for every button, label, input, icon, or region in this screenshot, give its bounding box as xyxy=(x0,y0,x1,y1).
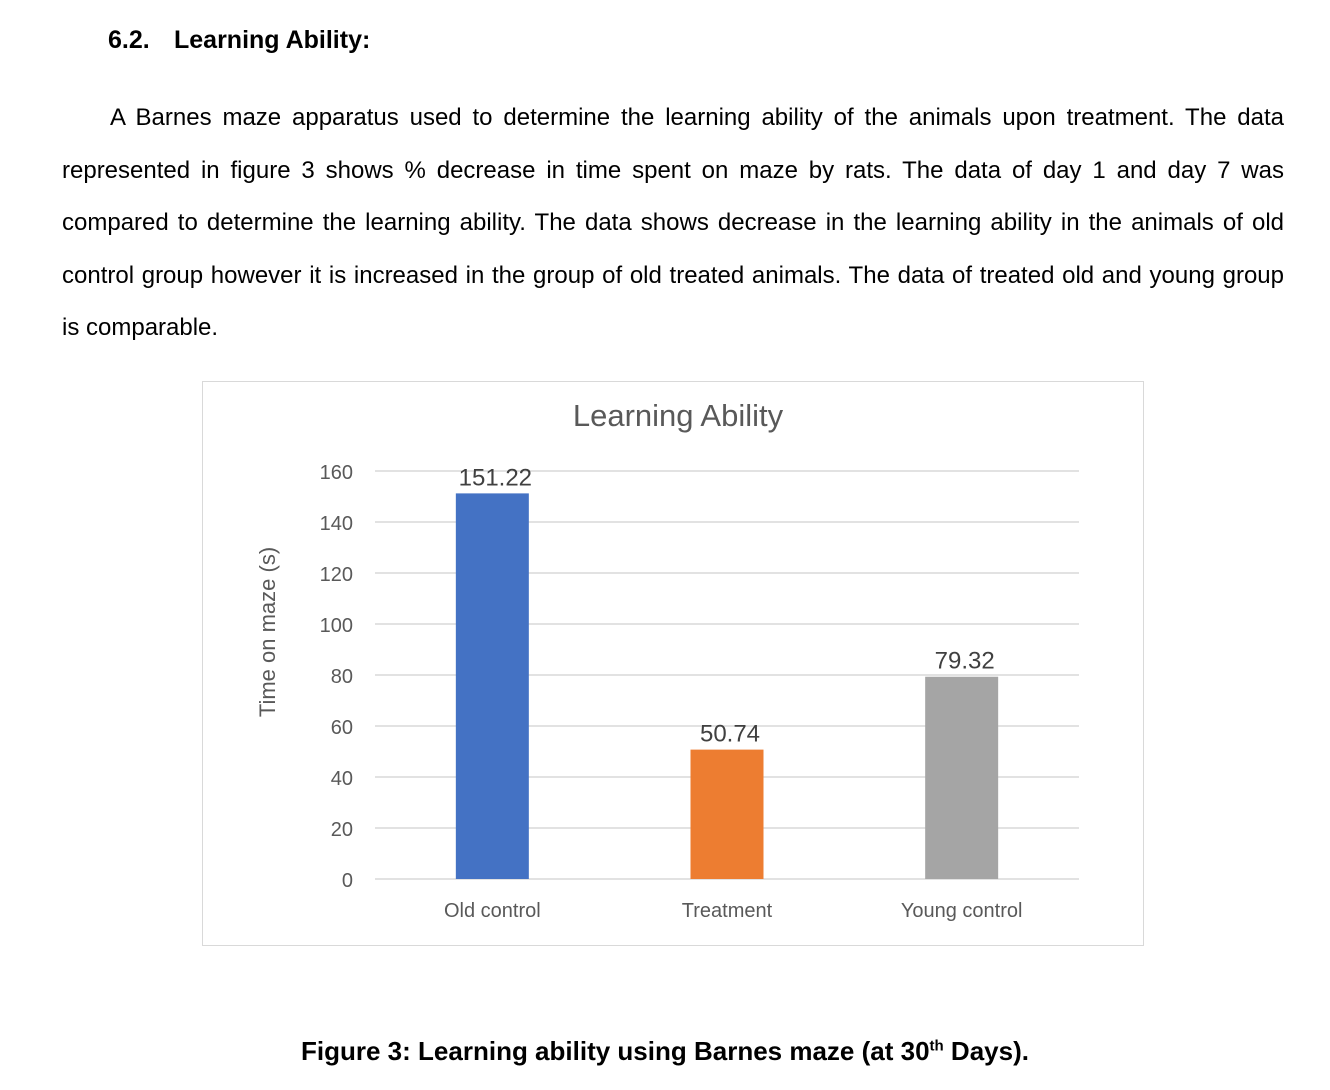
caption-text-after: Days). xyxy=(943,1036,1029,1066)
section-title: Learning Ability: xyxy=(174,26,371,54)
y-tick-label: 0 xyxy=(342,870,353,892)
section-number: 6.2. xyxy=(108,26,150,54)
y-tick-label: 80 xyxy=(331,666,353,688)
x-tick-label: Young control xyxy=(901,900,1023,922)
data-label: 151.22 xyxy=(459,464,532,491)
y-tick-labels: 0 20 40 60 80 100 120 140 160 xyxy=(320,462,353,892)
y-tick-label: 140 xyxy=(320,513,353,535)
data-labels: 151.22 50.74 79.32 xyxy=(459,464,995,747)
data-label: 50.74 xyxy=(700,721,760,748)
caption-text: Learning ability using Barnes maze (at 3… xyxy=(418,1036,930,1066)
data-label: 79.32 xyxy=(935,648,995,675)
section-heading: 6.2. Learning Ability: xyxy=(108,26,370,55)
chart-canvas: Learning Ability Time on maze (s) 0 20 40 6… xyxy=(255,398,1079,922)
y-tick-label: 120 xyxy=(320,564,353,586)
x-tick-label: Old control xyxy=(444,900,541,922)
bars xyxy=(455,493,999,879)
x-tick-label: Treatment xyxy=(682,900,773,922)
caption-superscript: th xyxy=(929,1037,944,1055)
bar-young-control xyxy=(925,676,999,879)
y-axis-label: Time on maze (s) xyxy=(255,547,280,717)
x-tick-labels: Old control Treatment Young control xyxy=(444,900,1022,922)
figure-caption: Figure 3: Learning ability using Barnes … xyxy=(0,1036,1330,1067)
chart-title: Learning Ability xyxy=(573,398,784,433)
bar-old-control xyxy=(455,493,529,879)
caption-prefix: Figure 3: xyxy=(301,1036,411,1066)
bar-chart: Learning Ability Time on maze (s) 0 20 40 6… xyxy=(202,381,1144,946)
body-paragraph: A Barnes maze apparatus used to determin… xyxy=(62,104,1284,341)
y-tick-label: 60 xyxy=(331,717,353,739)
y-tick-label: 160 xyxy=(320,462,353,484)
bar-treatment xyxy=(690,749,764,879)
y-tick-label: 20 xyxy=(331,819,353,841)
y-tick-label: 40 xyxy=(331,768,353,790)
y-tick-label: 100 xyxy=(320,615,353,637)
